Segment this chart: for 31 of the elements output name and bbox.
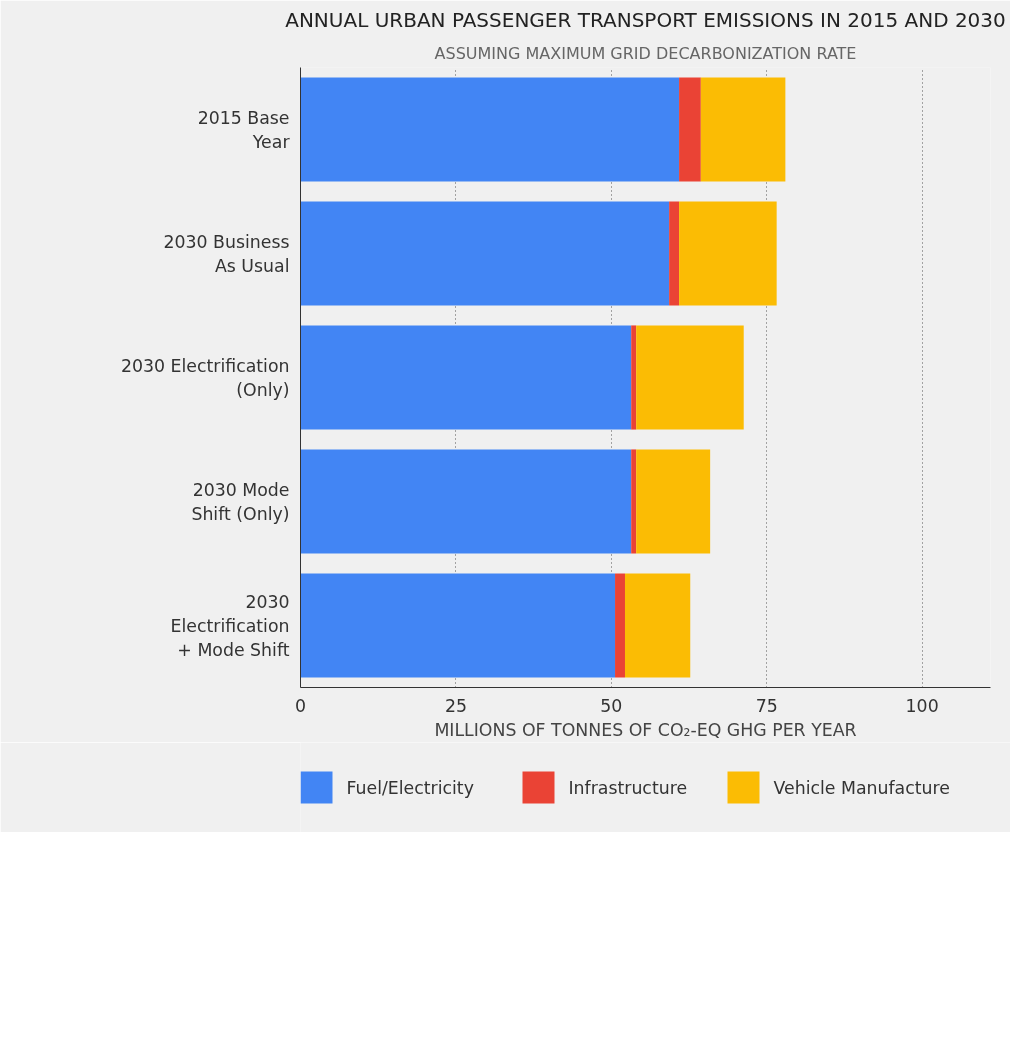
x-tick-label: 25 [444, 695, 467, 716]
y-tick-label: 2030 Electrification (Only) [120, 355, 290, 400]
y-tick-label: 2015 Base Year [197, 107, 291, 152]
x-tick-label: 0 [294, 695, 307, 716]
bar [300, 449, 632, 554]
x-tick-label: 100 [905, 695, 939, 716]
legend-label: Vehicle Manufacture [773, 777, 950, 798]
legend-label: Fuel/Electricity [346, 777, 474, 798]
bar [624, 573, 691, 678]
bar [300, 77, 680, 182]
y-tick-label: 2030 Mode Shift (Only) [191, 479, 290, 524]
bar [300, 325, 632, 430]
x-tick-label: 50 [600, 695, 623, 716]
bar [631, 449, 637, 554]
bar [300, 573, 616, 678]
y-tick-label: 2030 Business As Usual [163, 231, 290, 276]
legend-label: Infrastructure [568, 777, 688, 798]
bar [300, 201, 670, 306]
bar [636, 449, 711, 554]
y-tick-label: 2030 Electrification + Mode Shift [170, 591, 290, 660]
bar [669, 201, 680, 306]
bar [679, 77, 701, 182]
bar [679, 201, 777, 306]
x-tick-label: 75 [755, 695, 778, 716]
chart-title: ANNUAL URBAN PASSENGER TRANSPORT EMISSIONS IN 2015 AND 2030 [285, 7, 1006, 32]
bar [636, 325, 744, 430]
bar [700, 77, 786, 182]
chart-subtitle: ASSUMING MAXIMUM GRID DECARBONIZATION RATE [434, 43, 857, 63]
x-axis-title: MILLIONS OF TONNES OF CO₂-EQ GHG PER YEAR [434, 719, 857, 740]
bar [615, 573, 625, 678]
bar [631, 325, 637, 430]
